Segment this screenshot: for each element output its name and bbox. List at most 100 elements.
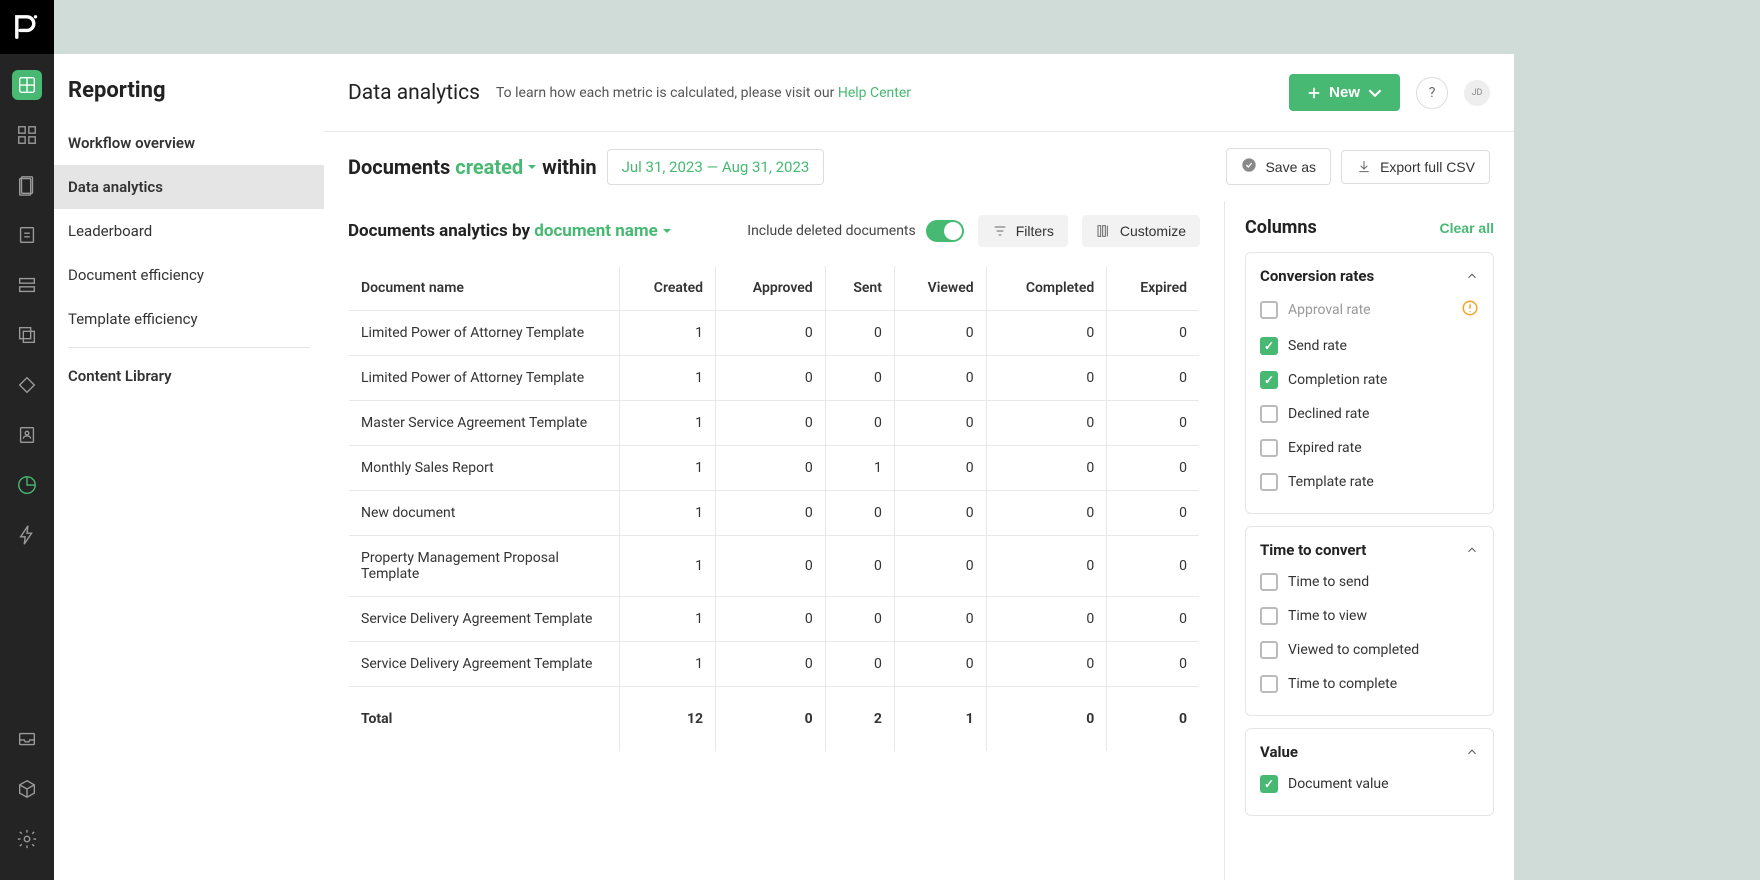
logo[interactable] [0,0,54,54]
column-group: Conversion rates Approval rateSend rateCo… [1245,252,1494,514]
help-center-link[interactable]: Help Center [838,85,911,101]
export-csv-button[interactable]: Export full CSV [1341,150,1490,184]
column-option: Approval rate [1260,291,1479,329]
table-cell: 1 [620,642,716,687]
rail-documents-icon[interactable] [12,170,42,200]
chevron-down-icon [1368,86,1382,100]
table-cell: 1 [620,311,716,356]
rail-templates-icon[interactable] [12,220,42,250]
table-row[interactable]: Monthly Sales Report101000 [349,446,1200,491]
table-cell: 0 [986,642,1107,687]
table-row[interactable]: Limited Power of Attorney Template100000 [349,311,1200,356]
table-cell: 0 [1107,491,1200,536]
column-option-label: Expired rate [1288,440,1362,456]
checkbox[interactable] [1260,439,1278,457]
analytics-groupby-label: document name [534,221,658,241]
column-option[interactable]: Completion rate [1260,363,1479,397]
header-subtext-prefix: To learn how each metric is calculated, … [496,85,838,101]
rail-inbox-icon[interactable] [12,724,42,754]
filter-prefix: Documents [348,155,450,179]
new-button-label: New [1329,84,1360,101]
table-cell: 0 [986,401,1107,446]
filter-status-dropdown[interactable]: created [455,155,537,179]
rail-library-icon[interactable] [12,320,42,350]
table-row[interactable]: Limited Power of Attorney Template100000 [349,356,1200,401]
icon-rail [0,54,54,880]
rail-contacts-icon[interactable] [12,420,42,450]
table-column-header[interactable]: Approved [716,266,826,311]
date-range-picker[interactable]: Jul 31, 2023 — Aug 31, 2023 [607,149,825,185]
rail-forms-icon[interactable] [12,270,42,300]
filter-icon [992,223,1008,239]
column-group: Time to convert Time to sendTime to view V… [1245,526,1494,716]
help-button[interactable]: ? [1416,77,1448,109]
table-column-header[interactable]: Viewed [894,266,986,311]
save-as-button[interactable]: Save as [1226,148,1331,185]
table-cell: 0 [716,311,826,356]
filter-bar: Documents created within Jul 31, 2023 — … [324,132,1514,201]
analytics-groupby-dropdown[interactable]: document name [534,221,672,241]
sidebar-item-workflow-overview[interactable]: Workflow overview [54,121,324,165]
table-row[interactable]: Service Delivery Agreement Template10000… [349,642,1200,687]
table-total-row: Total1202100 [349,687,1200,752]
table-column-header[interactable]: Sent [825,266,894,311]
column-group-header[interactable]: Conversion rates [1260,267,1479,285]
table-column-header[interactable]: Completed [986,266,1107,311]
column-group-header[interactable]: Time to convert [1260,541,1479,559]
table-column-header[interactable]: Document name [349,266,620,311]
rail-home-icon[interactable] [12,70,42,100]
include-deleted-toggle[interactable] [926,220,964,242]
include-deleted-label: Include deleted documents [747,223,915,239]
sidebar-item-document-efficiency[interactable]: Document efficiency [54,253,324,297]
filter-middle: within [542,155,596,179]
rail-catalog-icon[interactable] [12,370,42,400]
column-option[interactable]: Time to complete [1260,667,1479,701]
rail-automation-icon[interactable] [12,520,42,550]
table-row[interactable]: New document100000 [349,491,1200,536]
checkbox[interactable] [1260,371,1278,389]
column-option[interactable]: Declined rate [1260,397,1479,431]
sidebar-item-leaderboard[interactable]: Leaderboard [54,209,324,253]
checkbox[interactable] [1260,775,1278,793]
checkbox[interactable] [1260,405,1278,423]
rail-dashboard-icon[interactable] [12,120,42,150]
sidebar-item-content-library[interactable]: Content Library [54,354,324,398]
columns-title: Columns [1245,217,1317,238]
filters-button[interactable]: Filters [978,215,1068,247]
sidebar-item-data-analytics[interactable]: Data analytics [54,165,324,209]
user-avatar[interactable]: JD [1464,80,1490,106]
table-row[interactable]: Service Delivery Agreement Template10000… [349,597,1200,642]
column-option[interactable]: Send rate [1260,329,1479,363]
checkbox [1260,301,1278,319]
table-row[interactable]: Property Management Proposal Template100… [349,536,1200,597]
clear-all-button[interactable]: Clear all [1440,220,1494,236]
table-row[interactable]: Master Service Agreement Template100000 [349,401,1200,446]
column-option[interactable]: Expired rate [1260,431,1479,465]
sidebar-item-template-efficiency[interactable]: Template efficiency [54,297,324,341]
table-cell: 0 [825,536,894,597]
column-group-header[interactable]: Value [1260,743,1479,761]
table-cell: 0 [716,356,826,401]
rail-settings-icon[interactable] [12,824,42,854]
checkbox[interactable] [1260,573,1278,591]
checkbox[interactable] [1260,675,1278,693]
column-option[interactable]: Document value [1260,767,1479,801]
column-option[interactable]: Template rate [1260,465,1479,499]
checkbox[interactable] [1260,607,1278,625]
table-column-header[interactable]: Created [620,266,716,311]
table-cell: 0 [1107,401,1200,446]
table-cell: 0 [894,491,986,536]
table-column-header[interactable]: Expired [1107,266,1200,311]
rail-apps-icon[interactable] [12,774,42,804]
customize-button[interactable]: Customize [1082,215,1200,247]
column-option[interactable]: Viewed to completed [1260,633,1479,667]
new-button[interactable]: New [1289,74,1400,111]
column-option[interactable]: Time to view [1260,599,1479,633]
checkbox[interactable] [1260,641,1278,659]
table-cell: 0 [894,536,986,597]
checkbox[interactable] [1260,473,1278,491]
column-option[interactable]: Time to send [1260,565,1479,599]
column-option-label: Viewed to completed [1288,642,1419,658]
checkbox[interactable] [1260,337,1278,355]
rail-reporting-icon[interactable] [12,470,42,500]
